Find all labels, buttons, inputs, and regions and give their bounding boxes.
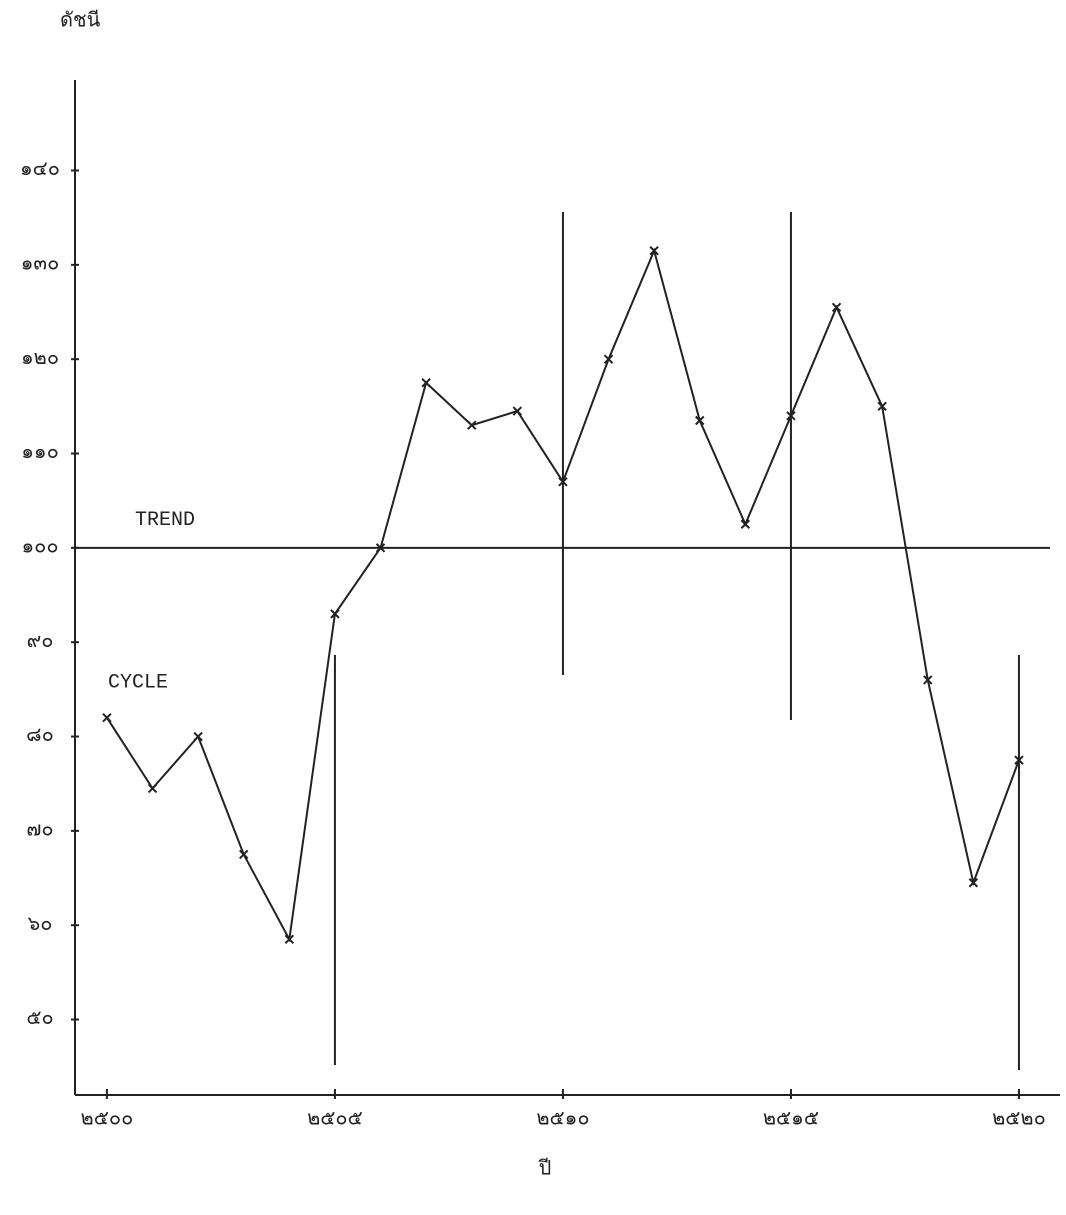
trend-label: TREND xyxy=(135,509,195,532)
y-axis-label: ดัชนี xyxy=(60,10,101,32)
point-marker xyxy=(239,849,249,860)
series-label: CYCLE xyxy=(108,671,168,694)
point-marker xyxy=(831,302,842,312)
point-marker xyxy=(786,411,796,421)
point-marker xyxy=(421,378,431,388)
y-tick-label: ๑๐๐ xyxy=(21,535,58,557)
y-tick-label: ๑๓๐ xyxy=(21,252,60,274)
point-marker xyxy=(375,543,386,553)
point-marker xyxy=(558,477,568,487)
point-marker xyxy=(193,731,203,742)
point-marker xyxy=(147,783,158,794)
y-tick-label: ๑๔๐ xyxy=(20,158,60,180)
point-marker xyxy=(649,245,659,256)
point-marker xyxy=(968,878,979,888)
y-tick-label: ๑๑๐ xyxy=(21,441,59,463)
y-tick-label: ๗๐ xyxy=(26,818,53,840)
point-marker xyxy=(284,934,295,945)
point-marker xyxy=(467,420,477,430)
point-marker xyxy=(603,354,614,364)
y-tick-label: ๘๐ xyxy=(26,724,54,746)
y-tick-label: ๑๒๐ xyxy=(21,347,59,369)
y-tick-label: ๙๐ xyxy=(27,630,54,652)
y-tick-label: ๖๐ xyxy=(28,913,53,935)
point-marker xyxy=(330,609,340,619)
x-tick-label: ๒๕๐๕ xyxy=(307,1108,363,1130)
x-axis-label: ปี xyxy=(538,1158,551,1180)
y-tick-label: ๕๐ xyxy=(26,1007,53,1029)
x-tick-label: ๒๕๑๕ xyxy=(763,1108,819,1130)
point-marker xyxy=(740,519,751,529)
point-marker xyxy=(695,415,705,426)
point-marker xyxy=(877,401,887,412)
x-tick-label: ๒๕๒๐ xyxy=(992,1108,1046,1130)
point-marker xyxy=(102,712,112,723)
point-marker xyxy=(923,675,933,685)
point-marker xyxy=(512,406,523,416)
x-tick-label: ๒๕๐๐ xyxy=(81,1108,134,1130)
x-tick-label: ๒๕๑๐ xyxy=(536,1108,589,1130)
point-marker xyxy=(1014,755,1024,765)
